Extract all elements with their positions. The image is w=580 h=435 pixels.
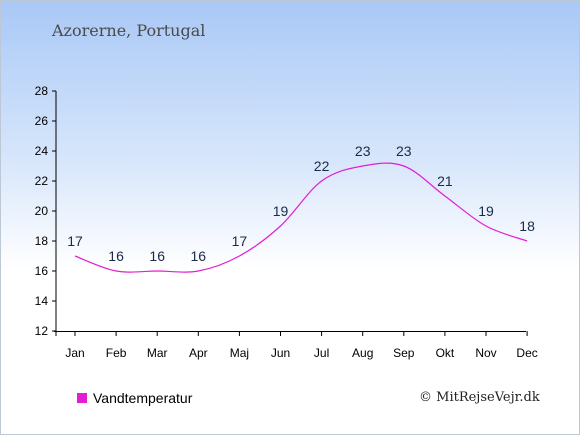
legend: Vandtemperatur [77,390,192,406]
data-label: 17 [67,233,83,249]
y-tick-label: 22 [35,174,49,188]
data-label: 19 [273,203,289,219]
copyright-text: © MitRejseVejr.dk [419,390,540,405]
x-tick-label: Mar [147,346,168,360]
y-tick-label: 12 [35,324,49,338]
x-tick-label: Aug [352,346,373,360]
y-tick-label: 24 [35,144,49,158]
series-line-vandtemperatur [74,162,528,273]
x-tick-label: Okt [436,346,455,360]
chart-title: Azorerne, Portugal [52,21,206,40]
data-label: 18 [519,218,535,234]
data-label: 23 [355,143,371,159]
y-tick-label: 14 [35,294,49,308]
data-label: 17 [232,233,248,249]
legend-label: Vandtemperatur [93,390,193,406]
data-label: 22 [314,158,330,174]
y-tick-label: 26 [35,114,49,128]
y-tick-label: 16 [35,264,49,278]
data-label: 19 [478,203,494,219]
x-tick-label: Dec [516,346,537,360]
x-tick-label: Sep [393,346,415,360]
legend-swatch [77,393,87,403]
data-label: 16 [108,248,124,264]
y-tick-label: 18 [35,234,49,248]
data-label: 23 [396,143,412,159]
x-tick-label: Maj [230,346,249,360]
x-tick-label: Feb [106,346,127,360]
x-tick-label: Jul [314,346,329,360]
x-tick-label: Apr [189,346,208,360]
data-label: 16 [149,248,165,264]
data-label: 21 [437,173,453,189]
x-tick-label: Nov [475,346,496,360]
x-tick-label: Jun [271,346,290,360]
data-label: 16 [191,248,207,264]
x-tick-label: Jan [65,346,84,360]
y-tick-label: 28 [35,84,49,98]
y-tick-label: 20 [35,204,49,218]
